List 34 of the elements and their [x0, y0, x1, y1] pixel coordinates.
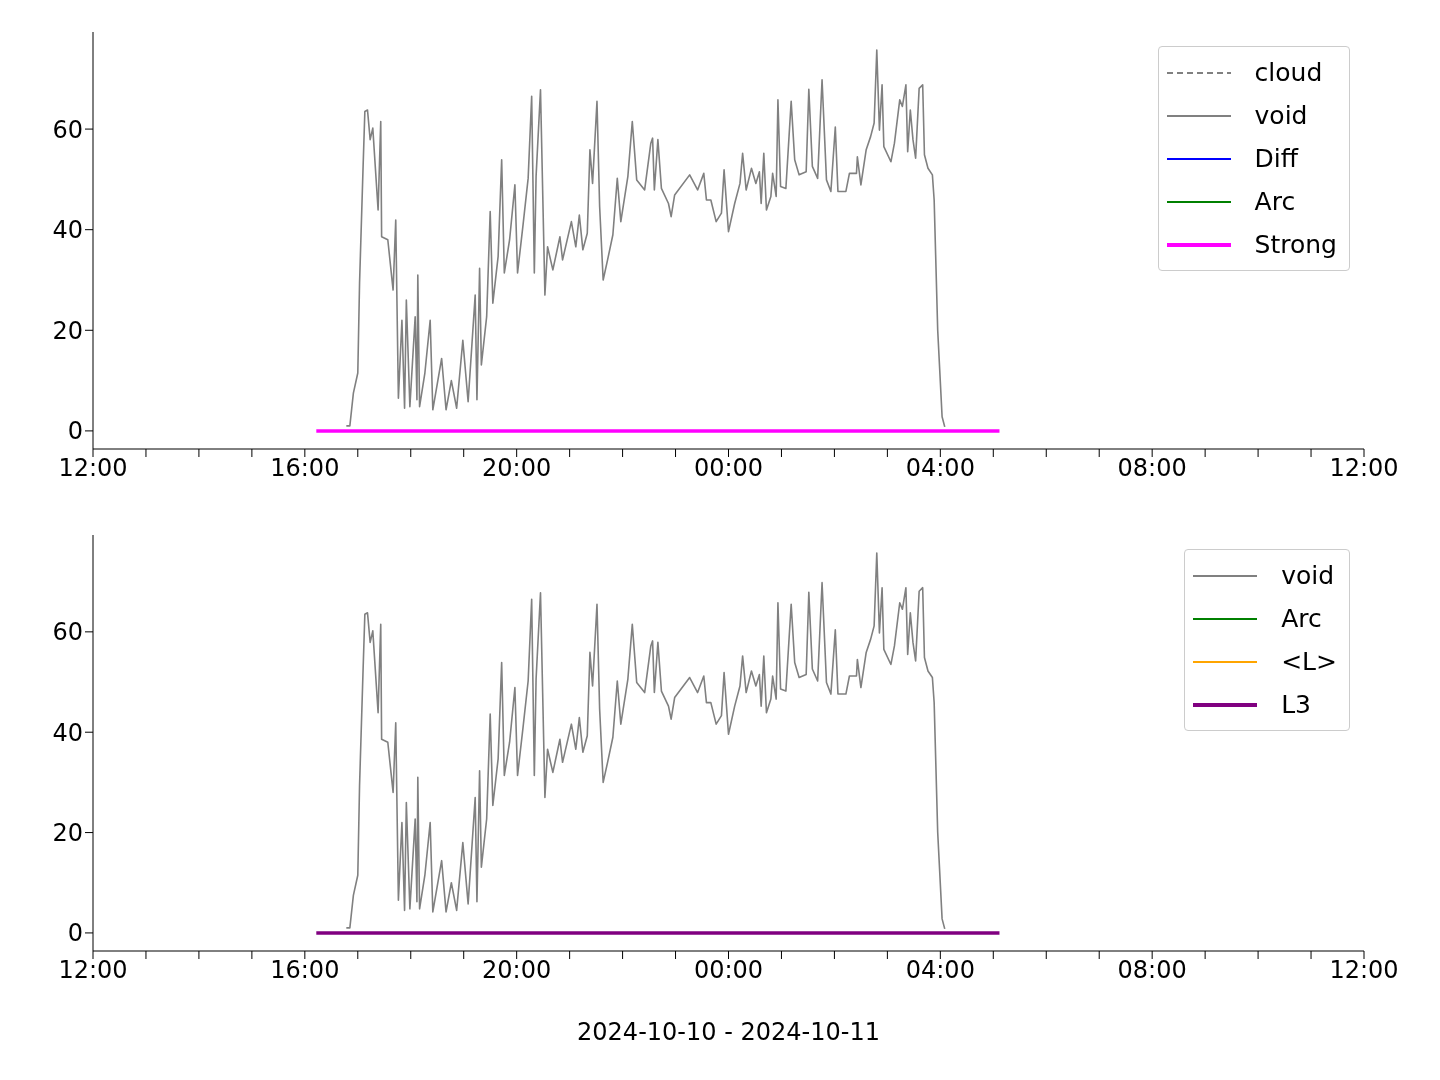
y-tick-label: 20 [52, 819, 83, 848]
y-tick-label: 0 [67, 919, 83, 948]
y-tick-label: 40 [52, 216, 83, 245]
x-tick-label: 16:00 [270, 956, 340, 985]
legend-label: <L> [1281, 646, 1337, 678]
x-tick-label: 12:00 [1329, 956, 1399, 985]
x-tick-label: 12:00 [1329, 454, 1399, 483]
legend-label: Diff [1254, 143, 1298, 175]
y-tick-label: 20 [52, 316, 83, 345]
legend-label: cloud [1254, 57, 1323, 89]
legend-label: void [1254, 100, 1308, 132]
x-tick-label: 20:00 [482, 454, 552, 483]
y-tick-label: 60 [52, 618, 83, 647]
x-axis-title: 2024-10-10 - 2024-10-11 [577, 1018, 880, 1046]
legend-label: Strong [1254, 229, 1337, 261]
x-tick-label: 04:00 [905, 956, 975, 985]
legend-label: Arc [1254, 186, 1296, 218]
x-tick-label: 08:00 [1117, 956, 1187, 985]
y-tick-label: 40 [52, 718, 83, 747]
x-tick-label: 12:00 [58, 956, 128, 985]
x-tick-label: 00:00 [693, 454, 764, 483]
y-tick-label: 0 [67, 417, 83, 446]
x-tick-label: 20:00 [482, 956, 552, 985]
line-series [345, 552, 946, 930]
legend-label: L3 [1281, 689, 1312, 721]
legend-label: Arc [1281, 603, 1322, 635]
legend-label: void [1281, 560, 1335, 592]
line-series [345, 49, 946, 428]
x-tick-label: 12:00 [58, 454, 128, 483]
y-tick-label: 60 [52, 115, 83, 144]
x-tick-label: 08:00 [1117, 454, 1187, 483]
x-tick-label: 16:00 [270, 454, 340, 483]
x-tick-label: 00:00 [693, 956, 764, 985]
x-tick-label: 04:00 [905, 454, 975, 483]
